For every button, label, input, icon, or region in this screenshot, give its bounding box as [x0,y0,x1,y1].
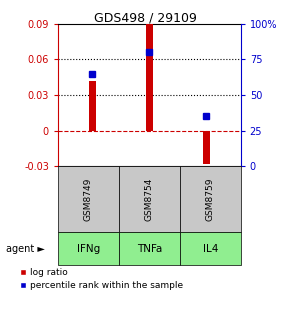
Text: GSM8749: GSM8749 [84,177,93,221]
Text: GSM8759: GSM8759 [206,177,215,221]
Bar [203,131,210,164]
Bar [89,81,96,131]
Legend: log ratio, percentile rank within the sample: log ratio, percentile rank within the sa… [19,268,183,290]
Text: GDS498 / 29109: GDS498 / 29109 [94,12,196,25]
Text: GSM8754: GSM8754 [145,177,154,221]
Text: TNFa: TNFa [137,244,162,254]
Text: IFNg: IFNg [77,244,100,254]
Text: IL4: IL4 [202,244,218,254]
Text: agent ►: agent ► [6,244,45,254]
Bar [146,24,153,131]
